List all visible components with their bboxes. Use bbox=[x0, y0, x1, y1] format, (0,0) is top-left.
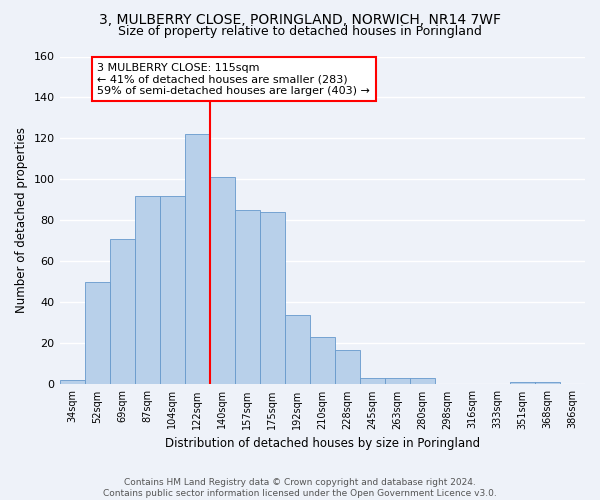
Bar bbox=[410, 378, 435, 384]
Text: 3, MULBERRY CLOSE, PORINGLAND, NORWICH, NR14 7WF: 3, MULBERRY CLOSE, PORINGLAND, NORWICH, … bbox=[99, 12, 501, 26]
Bar bbox=[335, 350, 360, 384]
Bar bbox=[385, 378, 410, 384]
Bar bbox=[209, 178, 235, 384]
Text: Contains HM Land Registry data © Crown copyright and database right 2024.
Contai: Contains HM Land Registry data © Crown c… bbox=[103, 478, 497, 498]
Y-axis label: Number of detached properties: Number of detached properties bbox=[15, 128, 28, 314]
Bar bbox=[260, 212, 285, 384]
X-axis label: Distribution of detached houses by size in Poringland: Distribution of detached houses by size … bbox=[165, 437, 480, 450]
Bar bbox=[235, 210, 260, 384]
Bar bbox=[110, 239, 134, 384]
Text: 3 MULBERRY CLOSE: 115sqm
← 41% of detached houses are smaller (283)
59% of semi-: 3 MULBERRY CLOSE: 115sqm ← 41% of detach… bbox=[97, 62, 370, 96]
Bar bbox=[185, 134, 209, 384]
Text: Size of property relative to detached houses in Poringland: Size of property relative to detached ho… bbox=[118, 25, 482, 38]
Bar bbox=[285, 314, 310, 384]
Bar bbox=[160, 196, 185, 384]
Bar bbox=[59, 380, 85, 384]
Bar bbox=[510, 382, 535, 384]
Bar bbox=[360, 378, 385, 384]
Bar bbox=[310, 338, 335, 384]
Bar bbox=[535, 382, 560, 384]
Bar bbox=[85, 282, 110, 384]
Bar bbox=[134, 196, 160, 384]
